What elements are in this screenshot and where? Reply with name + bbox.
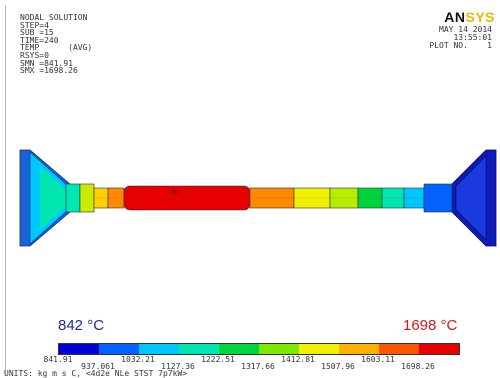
header-step: STEP=4 bbox=[20, 20, 49, 30]
legend-tick-label: 1127.36 bbox=[161, 362, 195, 371]
header-smx: SMX =1698.26 bbox=[20, 66, 78, 76]
legend-tick-label: 1412.81 bbox=[281, 355, 315, 364]
legend-tick-label: 937.061 bbox=[81, 362, 115, 371]
legend-tick-label: 1603.11 bbox=[361, 355, 395, 364]
max-temperature-label: 1698 °C bbox=[403, 317, 458, 334]
header-smn: SMN =841.91 bbox=[20, 58, 73, 68]
min-temperature-label: 842 °C bbox=[58, 317, 105, 334]
max-marker: MX bbox=[172, 190, 178, 196]
legend-tick-label: 1222.51 bbox=[201, 355, 235, 364]
header-sub: SUB =15 bbox=[20, 28, 54, 38]
plot-number: PLOT NO. 1 bbox=[429, 41, 492, 50]
legend-swatch bbox=[219, 344, 259, 354]
legend-tick-label: 1317.66 bbox=[241, 362, 275, 371]
viewport-border bbox=[5, 5, 6, 376]
legend-tick-label: 841.91 bbox=[43, 355, 73, 364]
right-flange-face bbox=[455, 155, 487, 241]
legend-tick-label: 1507.96 bbox=[321, 362, 355, 371]
header-temp: TEMP (AVG) bbox=[20, 43, 93, 53]
date-block: MAY 14 2014 13:55:01 PLOT NO. 1 bbox=[429, 26, 492, 50]
contour-legend bbox=[58, 343, 460, 355]
legend-swatch bbox=[259, 344, 299, 354]
header-title: NODAL SOLUTION bbox=[20, 13, 88, 22]
plot-date: MAY 14 2014 bbox=[439, 25, 492, 34]
solution-header: NODAL SOLUTION STEP=4 SUB =15 TIME=240 TEMP … bbox=[20, 14, 92, 75]
left-flange-inner bbox=[40, 166, 66, 230]
units-line: UNITS: kg m s C, <4d2e NLe STST 7p7kW> bbox=[4, 369, 188, 378]
shaft-seg bbox=[65, 183, 81, 213]
legend-tick-label: 1698.26 bbox=[401, 362, 435, 371]
shaft bbox=[65, 183, 453, 213]
legend-swatch bbox=[179, 344, 219, 354]
legend-swatch bbox=[339, 344, 379, 354]
legend-swatch bbox=[99, 344, 139, 354]
legend-swatch bbox=[379, 344, 419, 354]
legend-swatch bbox=[419, 344, 459, 354]
shaft-seg bbox=[79, 183, 95, 213]
plot-time: 13:55:01 bbox=[453, 33, 492, 42]
legend-swatch bbox=[139, 344, 179, 354]
ansys-logo: ANSYS bbox=[444, 9, 495, 25]
header-rsys: RSYS=0 bbox=[20, 50, 49, 60]
legend-swatch bbox=[59, 344, 99, 354]
header-time: TIME=240 bbox=[20, 35, 59, 45]
legend-tick-label: 1032.21 bbox=[121, 355, 155, 364]
legend-swatch bbox=[299, 344, 339, 354]
